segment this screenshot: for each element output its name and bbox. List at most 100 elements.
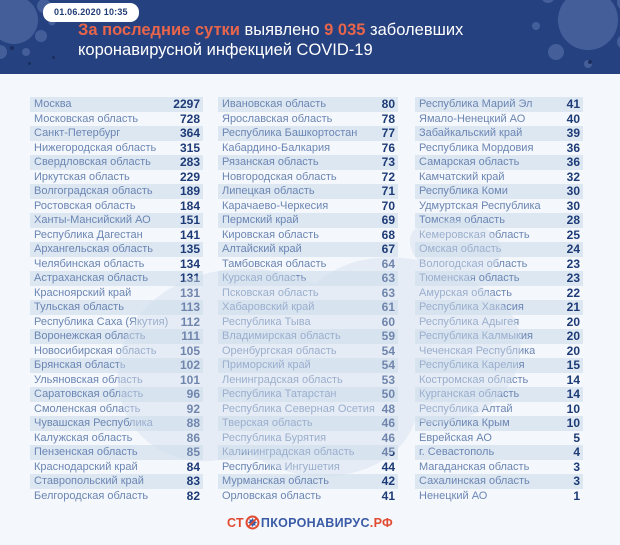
table-row: Смоленская область 92: [30, 402, 203, 417]
region-value: 23: [566, 256, 580, 271]
headline-text: выявлено: [244, 21, 325, 39]
table-row: Ямало-Ненецкий АО 40: [415, 112, 583, 127]
region-name: Республика Марий Эл: [419, 98, 533, 111]
decor-dot: [10, 46, 14, 50]
region-value: 53: [381, 372, 395, 387]
region-value: 4: [573, 445, 580, 460]
decor-dot: [588, 60, 592, 64]
region-name: Республика Хакасия: [419, 301, 524, 314]
region-value: 189: [179, 184, 200, 199]
table-row: Республика Марий Эл 41: [415, 97, 583, 112]
region-name: Новгородская область: [222, 170, 337, 183]
region-value: 88: [186, 416, 200, 431]
table-row: Ханты-Мансийский АО 151: [30, 213, 203, 228]
table-row: Липецкая область 71: [218, 184, 398, 199]
region-value: 80: [381, 97, 395, 112]
table-row: Иркутская область 229: [30, 170, 203, 185]
table-row: Республика Крым 10: [415, 416, 583, 431]
table-row: Республика Мордовия 36: [415, 141, 583, 156]
region-value: 71: [381, 184, 395, 199]
table-row: Республика Карелия 15: [415, 358, 583, 373]
region-value: 20: [566, 343, 580, 358]
table-row: Алтайский край 67: [218, 242, 398, 257]
region-value: 63: [381, 271, 395, 286]
table-row: Еврейская АО 5: [415, 431, 583, 446]
no-virus-icon: [245, 515, 260, 530]
table-row: Ростовская область 184: [30, 199, 203, 214]
region-value: 364: [179, 126, 200, 141]
region-name: Республика Адыгея: [419, 315, 520, 328]
headline-accent: За последние сутки: [78, 21, 245, 39]
table-row: Самарская область 36: [415, 155, 583, 170]
region-name: Астраханская область: [34, 272, 149, 285]
region-name: Республика Коми: [419, 185, 508, 198]
region-name: Удмуртская Республика: [419, 199, 541, 212]
region-value: 54: [381, 343, 395, 358]
headline-count: 9 035: [324, 21, 371, 39]
region-name: Кабардино-Балкария: [222, 141, 331, 154]
table-row: Калининградская область 45: [218, 445, 398, 460]
region-name: Камчатский край: [419, 170, 505, 183]
table-row: Нижегородская область 315: [30, 141, 203, 156]
table-row: Костромская область 14: [415, 373, 583, 388]
region-name: Республика Северная Осетия: [222, 402, 375, 415]
region-name: Курская область: [222, 272, 307, 285]
region-value: 96: [186, 387, 200, 402]
logo-body: ПКОРОНАВИРУС: [260, 515, 370, 530]
region-name: Саратовская область: [34, 388, 144, 401]
region-name: Республика Мордовия: [419, 141, 534, 154]
table-row: Калужская область 86: [30, 431, 203, 446]
table-row: Курганская область 14: [415, 387, 583, 402]
region-name: Архангельская область: [34, 243, 153, 256]
table-row: Ярославская область 78: [218, 112, 398, 127]
region-value: 3: [573, 474, 580, 489]
region-value: 78: [381, 111, 395, 126]
region-value: 59: [381, 329, 395, 344]
table-row: Ивановская область 80: [218, 97, 398, 112]
table-row: Тульская область 113: [30, 300, 203, 315]
region-name: Республика Карелия: [419, 359, 525, 372]
region-name: Тамбовская область: [222, 257, 327, 270]
table-row: Республика Саха (Якутия) 112: [30, 315, 203, 330]
region-value: 20: [566, 314, 580, 329]
region-value: 112: [180, 314, 200, 329]
region-name: Ненецкий АО: [419, 489, 488, 502]
region-name: Ленинградская область: [222, 373, 343, 386]
region-value: 5: [573, 430, 580, 445]
region-name: Ямало-Ненецкий АО: [419, 112, 526, 125]
region-value: 10: [566, 416, 580, 431]
stopcoronavirus-logo[interactable]: СТ ПКОРОНАВИРУС .РФ: [227, 515, 393, 530]
table-row: Красноярский край 131: [30, 286, 203, 301]
region-value: 54: [381, 358, 395, 373]
table-row: Брянская область 102: [30, 358, 203, 373]
region-name: Костромская область: [419, 373, 529, 386]
table-row: Кировская область 68: [218, 228, 398, 243]
region-value: 105: [179, 343, 200, 358]
region-value: 86: [186, 430, 200, 445]
table-row: Республика Хакасия 21: [415, 300, 583, 315]
region-name: Республика Башкортостан: [222, 127, 358, 140]
region-name: Республика Саха (Якутия): [34, 315, 169, 328]
region-value: 28: [566, 213, 580, 228]
region-name: Кемеровская область: [419, 228, 530, 241]
region-name: Владимирская область: [222, 330, 341, 343]
region-value: 50: [381, 387, 395, 402]
region-value: 22: [566, 285, 580, 300]
table-row: Краснодарский край 84: [30, 460, 203, 475]
region-name: Рязанская область: [222, 156, 319, 169]
region-name: Смоленская область: [34, 402, 141, 415]
region-value: 77: [381, 126, 395, 141]
region-name: Москва: [34, 98, 72, 111]
region-value: 67: [381, 242, 395, 257]
region-column: Ивановская область 80 Ярославская область 7…: [218, 97, 398, 503]
table-row: Хабаровский край 61: [218, 300, 398, 315]
region-value: 30: [566, 184, 580, 199]
region-name: Ставропольский край: [34, 475, 144, 488]
region-name: Пензенская область: [34, 446, 138, 459]
region-name: Ульяновская область: [34, 373, 143, 386]
table-row: Вологодская область 23: [415, 257, 583, 272]
region-name: Орловская область: [222, 489, 322, 502]
region-name: Томская область: [419, 214, 505, 227]
region-value: 10: [566, 401, 580, 416]
